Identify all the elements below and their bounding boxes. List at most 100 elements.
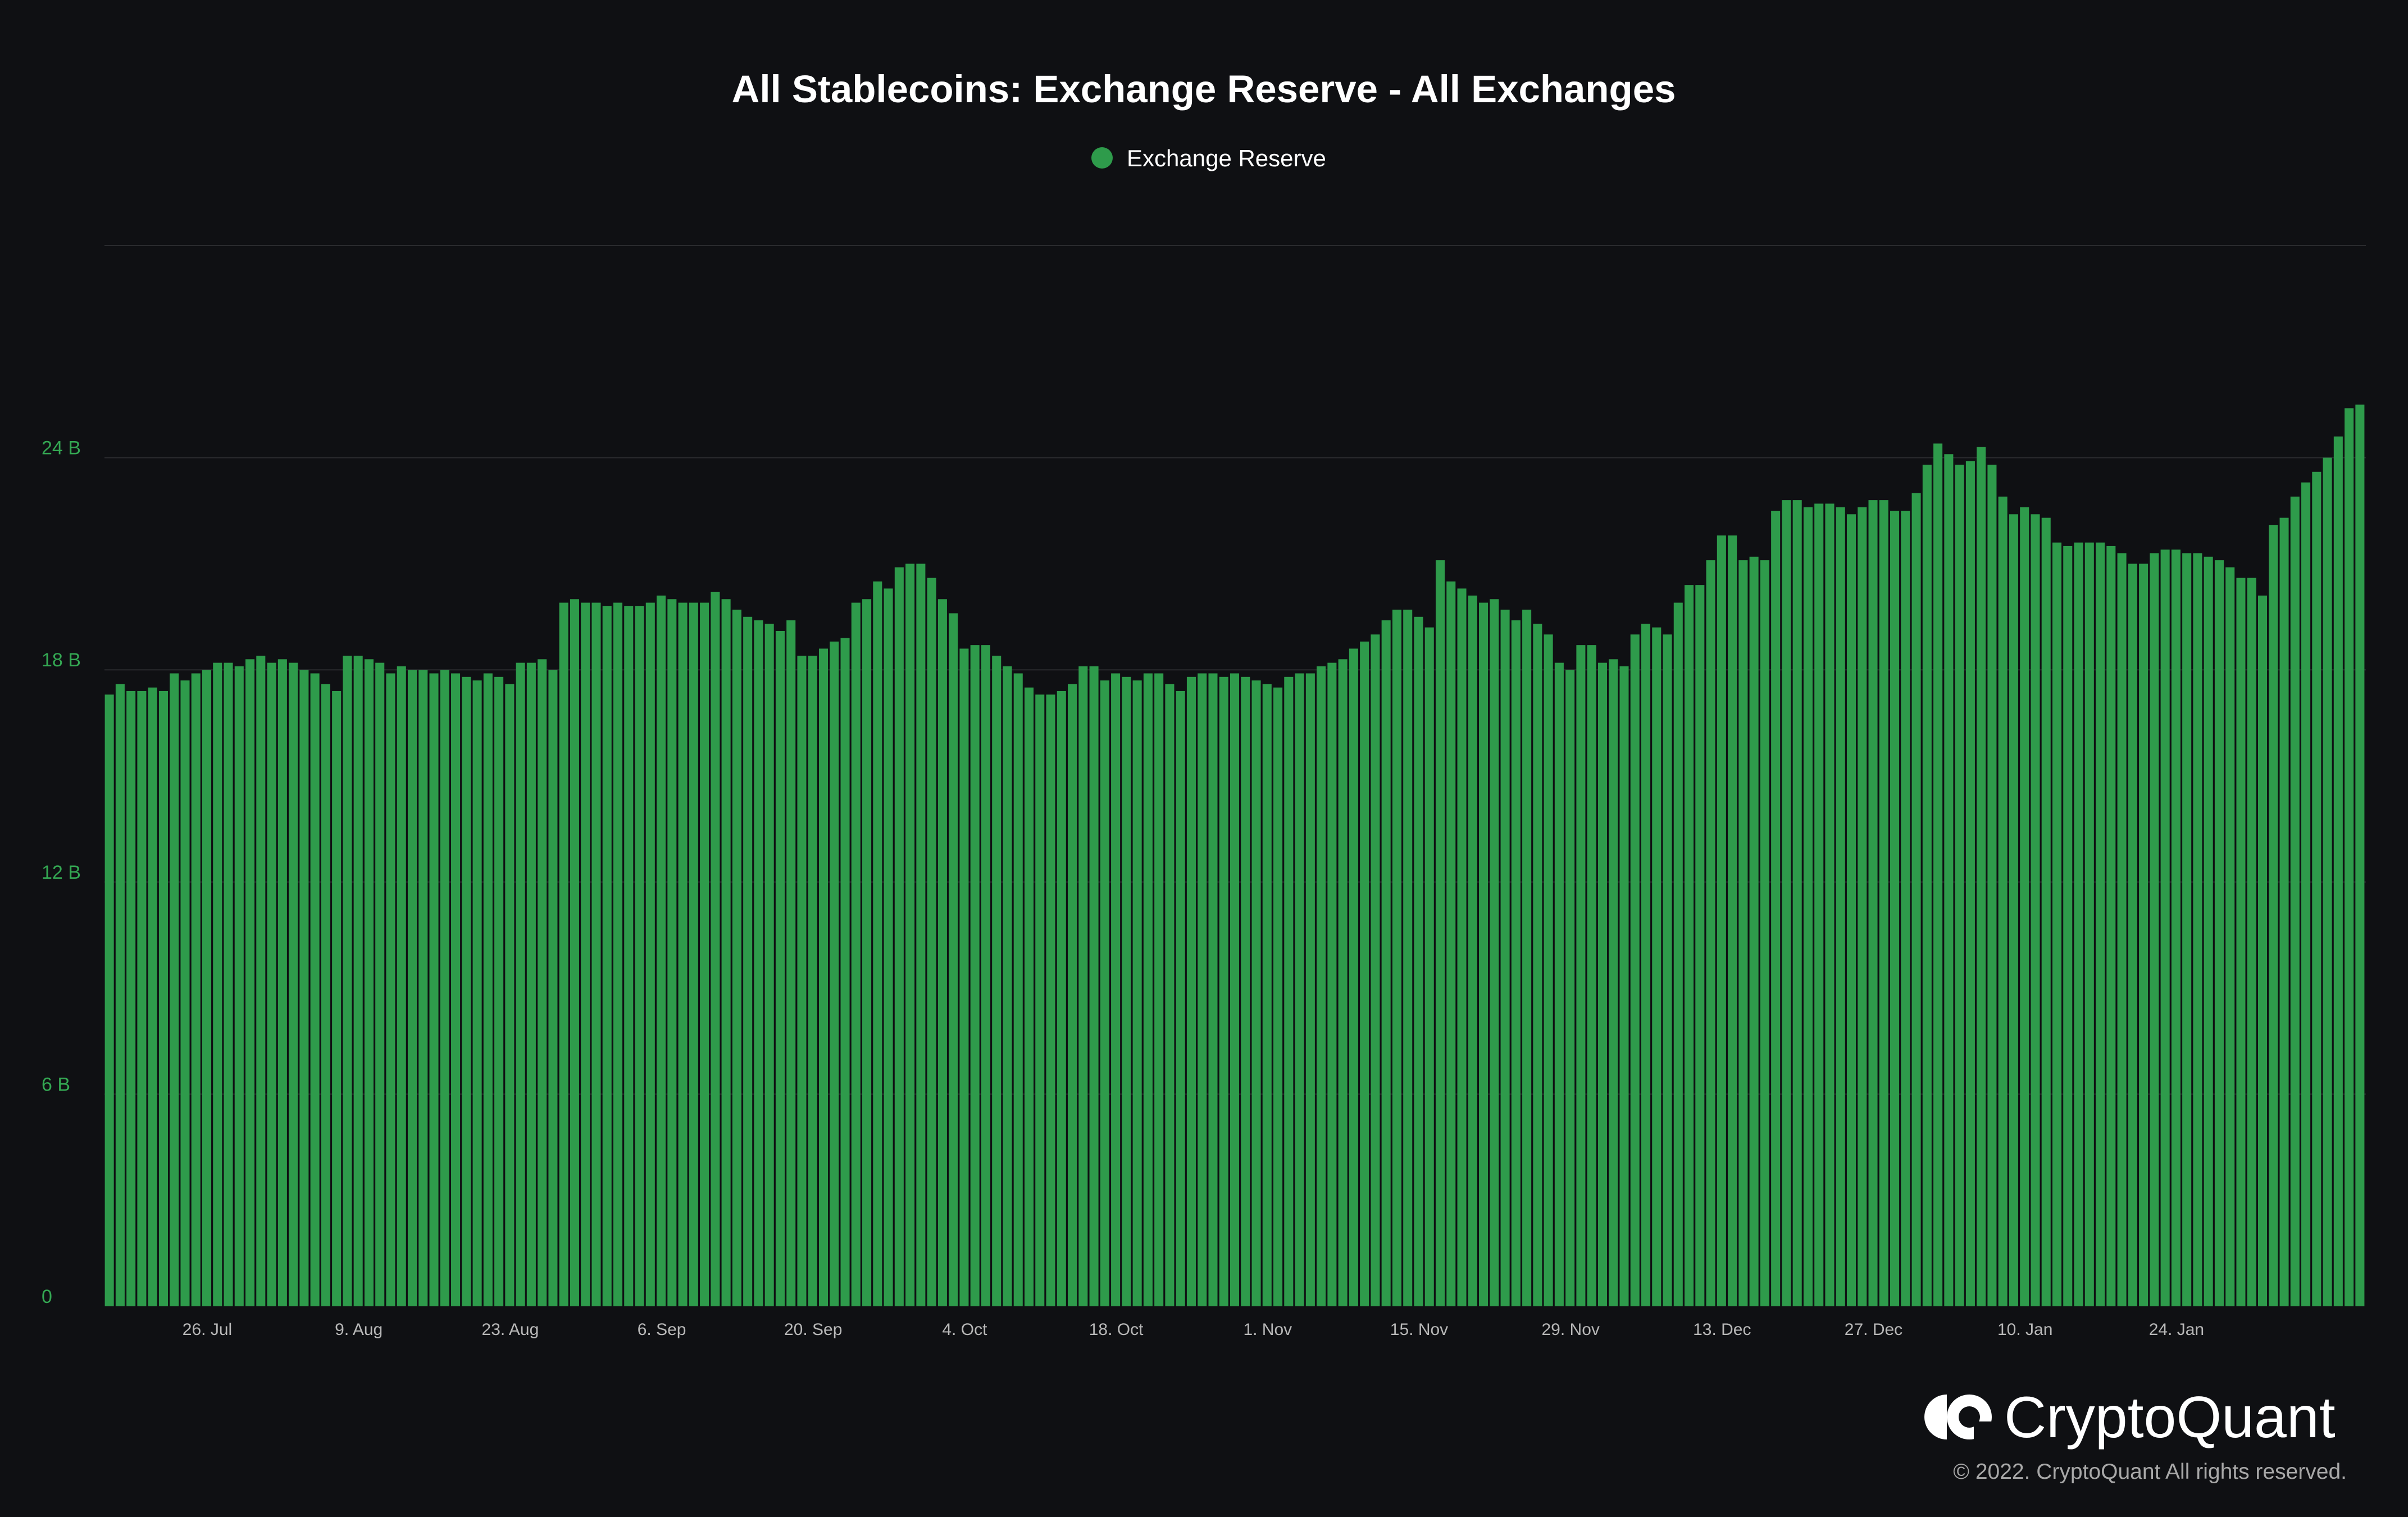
bar	[1609, 659, 1618, 1306]
bar	[1392, 610, 1401, 1306]
bar	[1944, 454, 1954, 1306]
bar	[894, 567, 904, 1307]
x-tick-label: 24. Jan	[2149, 1320, 2204, 1339]
bar	[1836, 507, 1845, 1307]
bar	[1987, 465, 1997, 1307]
bar	[1219, 676, 1228, 1306]
bar	[2074, 542, 2083, 1306]
bar	[937, 599, 947, 1306]
bar	[472, 680, 482, 1306]
bar	[570, 599, 579, 1306]
bar	[310, 673, 320, 1306]
bar	[775, 630, 785, 1306]
bar	[981, 645, 990, 1306]
bar	[440, 670, 449, 1306]
bar	[386, 673, 395, 1306]
bar	[375, 662, 385, 1306]
bar	[862, 599, 872, 1306]
bar	[2052, 542, 2062, 1306]
bar	[884, 588, 893, 1306]
bar	[1154, 673, 1164, 1306]
bar	[1241, 676, 1250, 1306]
bar	[1078, 666, 1088, 1306]
bar	[1738, 560, 1748, 1306]
bar	[234, 666, 244, 1306]
bar	[667, 599, 677, 1306]
bar	[559, 602, 568, 1306]
bar	[1046, 694, 1055, 1306]
bar	[1728, 535, 1737, 1306]
bar	[1089, 666, 1099, 1306]
bar	[1262, 684, 1272, 1306]
bar	[1490, 599, 1499, 1306]
bar	[1782, 500, 1791, 1306]
bar	[581, 602, 590, 1306]
bar	[591, 602, 601, 1306]
bar	[137, 691, 147, 1306]
bar	[180, 680, 190, 1306]
bar	[1100, 680, 1109, 1306]
bar	[321, 684, 330, 1306]
bar	[1068, 684, 1077, 1306]
bar	[2279, 517, 2289, 1306]
bar	[2182, 553, 2192, 1306]
bar	[2171, 549, 2181, 1306]
bar	[613, 602, 623, 1306]
bar	[1685, 585, 1694, 1306]
bar	[743, 616, 753, 1306]
bar	[927, 578, 936, 1306]
bar	[2128, 564, 2137, 1306]
bar	[2150, 553, 2159, 1306]
bar	[1911, 493, 1921, 1306]
cryptoquant-logo-icon	[1924, 1395, 1992, 1440]
bar	[277, 659, 287, 1306]
bar	[213, 662, 222, 1306]
bar	[1284, 676, 1294, 1306]
bar	[451, 673, 461, 1306]
x-tick-label: 4. Oct	[942, 1320, 987, 1339]
bar	[1424, 627, 1434, 1306]
bar	[2193, 553, 2202, 1306]
bar	[2084, 542, 2094, 1306]
bar	[635, 606, 644, 1306]
bar	[1522, 610, 1532, 1306]
bar	[126, 691, 136, 1306]
bar	[418, 670, 428, 1306]
y-axis: 0 6 B 12 B 18 B 24 B	[42, 438, 81, 1307]
bar	[1965, 461, 1975, 1306]
bar	[2290, 496, 2300, 1306]
bar	[657, 596, 666, 1306]
bar	[1619, 666, 1629, 1306]
bar	[429, 673, 439, 1306]
bar	[2355, 405, 2365, 1307]
bar	[840, 638, 850, 1306]
bar	[1003, 666, 1012, 1306]
bar	[202, 670, 212, 1306]
bar	[678, 602, 688, 1306]
bar	[754, 620, 763, 1306]
bar	[1652, 627, 1662, 1306]
bar	[494, 676, 504, 1306]
bar	[364, 659, 374, 1306]
chart-title: All Stablecoins: Exchange Reserve - All …	[732, 67, 1676, 111]
bar	[808, 656, 817, 1306]
bar	[1749, 556, 1759, 1306]
bar	[2106, 546, 2116, 1307]
bar	[256, 656, 266, 1306]
bar	[245, 659, 255, 1306]
x-tick-label: 29. Nov	[1542, 1320, 1600, 1339]
bar	[1858, 507, 1867, 1307]
bar	[905, 564, 915, 1306]
legend[interactable]: Exchange Reserve	[1091, 145, 1326, 171]
bar	[1198, 673, 1207, 1306]
bar	[1317, 666, 1326, 1306]
bar	[1403, 610, 1413, 1306]
bar	[1338, 659, 1348, 1306]
bar	[2063, 546, 2073, 1307]
bar	[2214, 560, 2224, 1306]
bar	[1186, 676, 1196, 1306]
bar	[1695, 585, 1705, 1306]
bar	[2333, 436, 2343, 1306]
y-tick-label: 0	[42, 1286, 52, 1307]
bar	[1165, 684, 1175, 1306]
